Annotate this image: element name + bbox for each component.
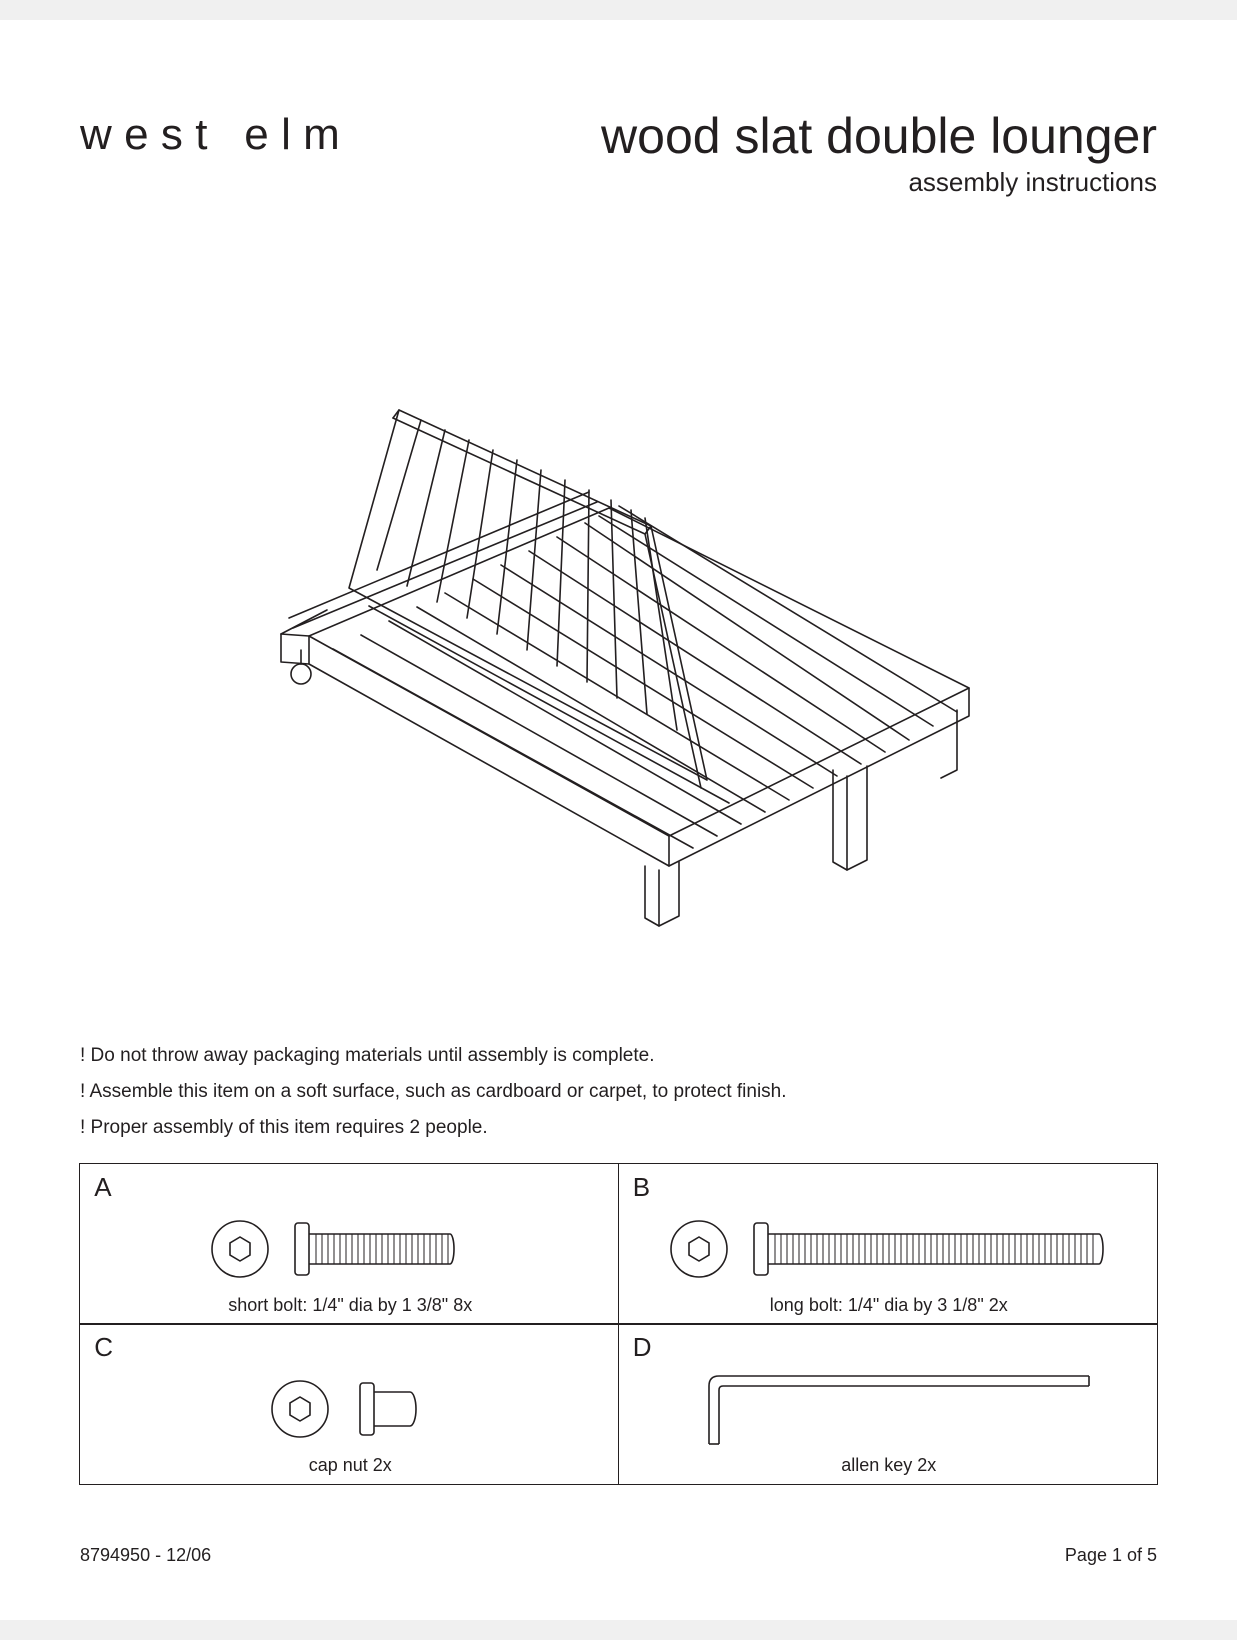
product-title: wood slat double lounger (601, 110, 1157, 163)
note-line: ! Do not throw away packaging materials … (80, 1038, 1157, 1074)
doc-number: 8794950 - 12/06 (80, 1545, 211, 1566)
part-figure-cap-nut (94, 1363, 606, 1455)
part-label: allen key 2x (633, 1455, 1145, 1478)
part-label: short bolt: 1/4" dia by 1 3/8" 8x (94, 1295, 606, 1318)
part-cell-a: A (79, 1163, 619, 1325)
hero-illustration (80, 278, 1157, 998)
part-cell-c: C cap nut 2x (79, 1323, 619, 1485)
footer: 8794950 - 12/06 Page 1 of 5 (80, 1545, 1157, 1566)
title-block: wood slat double lounger assembly instru… (601, 110, 1157, 198)
brand-logo: west elm (80, 110, 352, 160)
part-letter: B (633, 1172, 1145, 1203)
warning-notes: ! Do not throw away packaging materials … (80, 1038, 1157, 1146)
part-figure-allen-key (633, 1363, 1145, 1455)
parts-grid: A (80, 1164, 1157, 1484)
part-label: cap nut 2x (94, 1455, 606, 1478)
page-number: Page 1 of 5 (1065, 1545, 1157, 1566)
part-letter: C (94, 1332, 606, 1363)
header: west elm wood slat double lounger assemb… (80, 110, 1157, 198)
part-letter: D (633, 1332, 1145, 1363)
part-cell-b: B (618, 1163, 1158, 1325)
part-label: long bolt: 1/4" dia by 3 1/8" 2x (633, 1295, 1145, 1318)
page: west elm wood slat double lounger assemb… (0, 20, 1237, 1620)
part-figure-long-bolt (633, 1203, 1145, 1295)
lounger-line-drawing (189, 318, 1049, 958)
document-subtitle: assembly instructions (601, 167, 1157, 198)
note-line: ! Assemble this item on a soft surface, … (80, 1074, 1157, 1110)
part-figure-short-bolt (94, 1203, 606, 1295)
part-cell-d: D allen key 2x (618, 1323, 1158, 1485)
note-line: ! Proper assembly of this item requires … (80, 1110, 1157, 1146)
part-letter: A (94, 1172, 606, 1203)
